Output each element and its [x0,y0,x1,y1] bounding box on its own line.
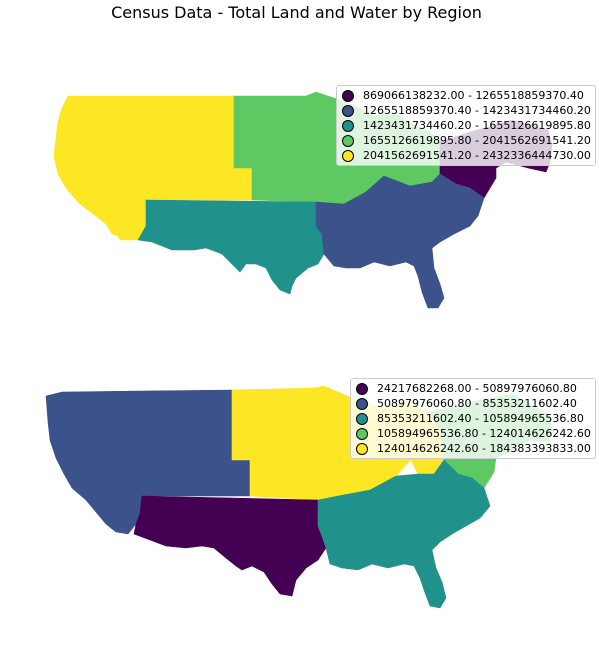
region-southwest [133,495,327,597]
legend-swatch [342,134,354,147]
figure-title: Census Data - Total Land and Water by Re… [111,3,482,22]
legend-entry: 1265518859370.40 - 1423431734460.20 [342,103,591,118]
legend-swatch [356,397,368,410]
region-southwest [137,199,325,295]
legend-label: 2041562691541.20 - 2432336444730.00 [363,149,591,162]
legend-entry: 85353211602.40 - 105894965536.80 [356,411,591,426]
legend-entry: 105894965536.80 - 124014626242.60 [356,426,591,441]
legend-entry: 1423431734460.20 - 1655126619895.80 [342,118,591,133]
legend-label: 1655126619895.80 - 2041562691541.20 [363,134,591,147]
legend-swatch [356,412,368,425]
legend-label: 1423431734460.20 - 1655126619895.80 [363,119,591,132]
region-southeast [315,173,485,309]
legend-label: 85353211602.40 - 105894965536.80 [377,412,584,425]
legend-swatch [342,89,354,102]
legend-label: 105894965536.80 - 124014626242.60 [377,427,591,440]
legend-entry: 869066138232.00 - 1265518859370.40 [342,88,591,103]
legend-swatch [342,104,354,117]
legend-entry: 24217682268.00 - 50897976060.80 [356,381,591,396]
legend-entry: 2041562691541.20 - 2432336444730.00 [342,148,591,163]
legend-entry: 124014626242.60 - 184383393833.00 [356,441,591,456]
legend-swatch [356,382,368,395]
legend-land: 869066138232.00 - 1265518859370.40 12655… [336,85,596,166]
legend-swatch [356,442,368,455]
region-southeast [317,459,491,609]
legend-label: 1265518859370.40 - 1423431734460.20 [363,104,591,117]
legend-swatch [342,149,354,162]
legend-entry: 1655126619895.80 - 2041562691541.20 [342,133,591,148]
legend-swatch [356,427,368,440]
legend-swatch [342,119,354,132]
legend-label: 24217682268.00 - 50897976060.80 [377,382,577,395]
legend-label: 50897976060.80 - 85353211602.40 [377,397,577,410]
legend-water: 24217682268.00 - 50897976060.80 50897976… [350,378,596,459]
legend-label: 869066138232.00 - 1265518859370.40 [363,89,584,102]
legend-label: 124014626242.60 - 184383393833.00 [377,442,591,455]
legend-entry: 50897976060.80 - 85353211602.40 [356,396,591,411]
